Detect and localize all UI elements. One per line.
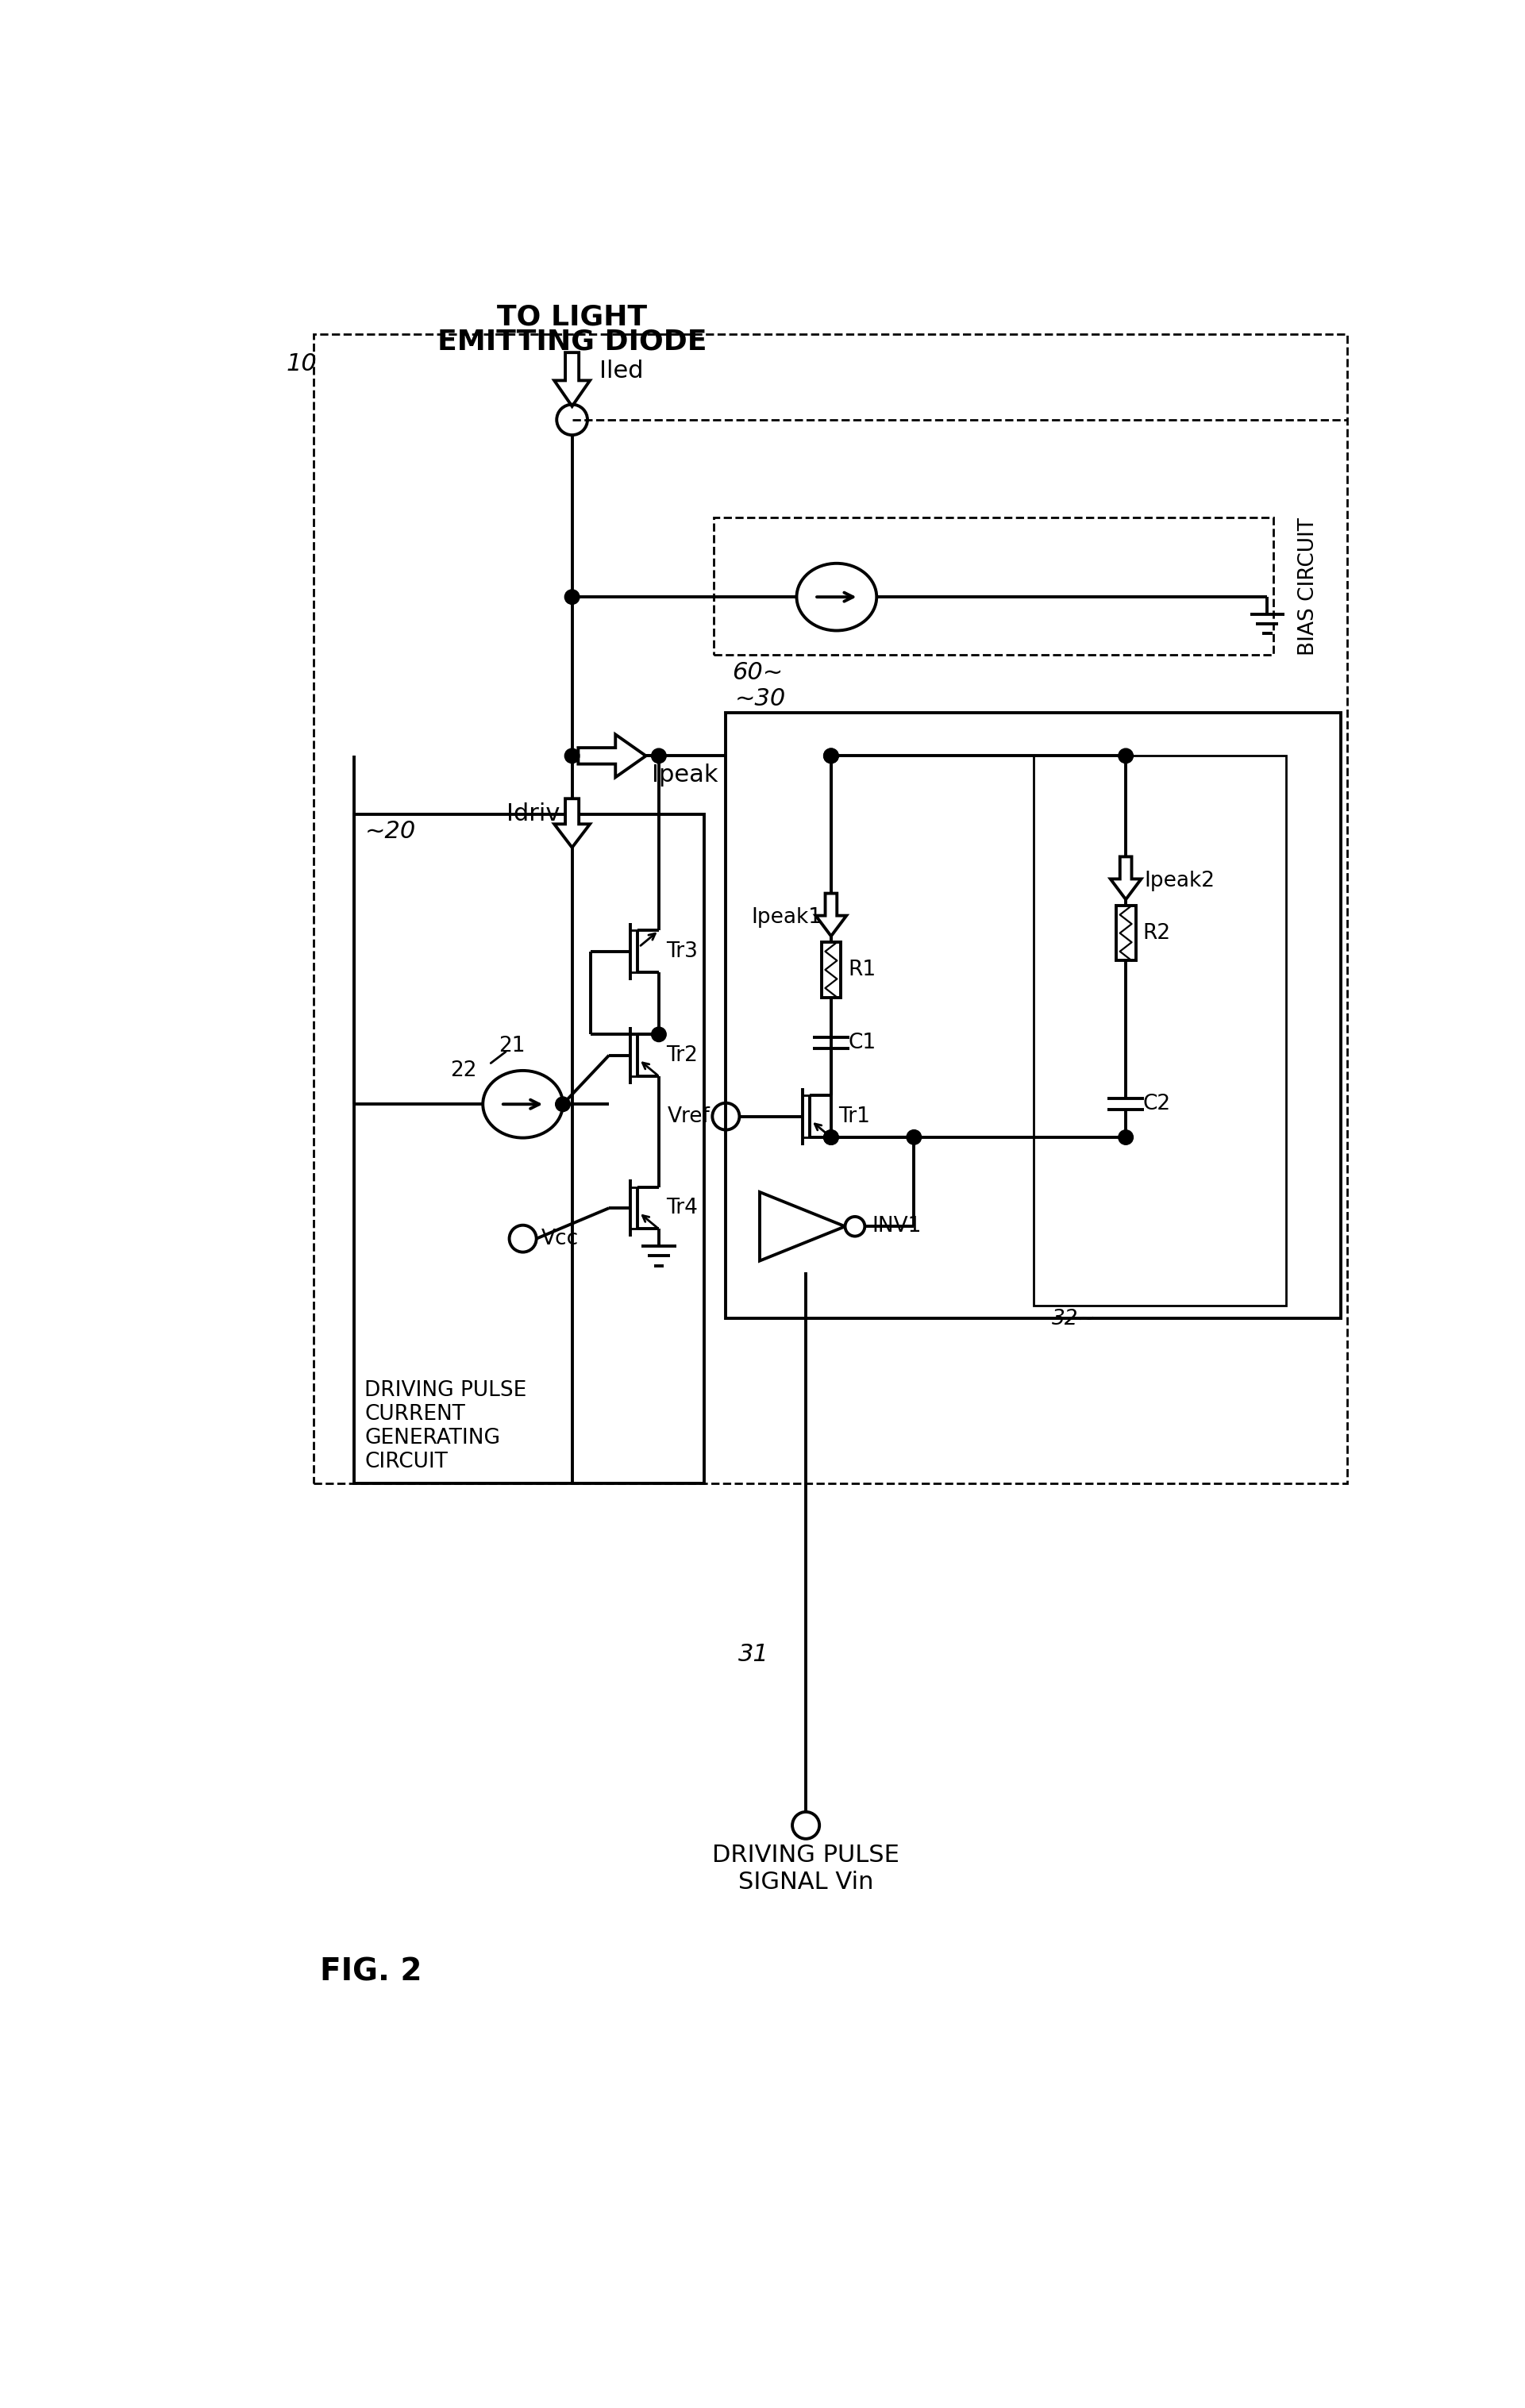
Text: Tr1: Tr1: [839, 1105, 871, 1127]
Text: 32~: 32~: [1052, 1310, 1096, 1329]
Bar: [714, 518, 1273, 655]
Text: 22: 22: [450, 1060, 477, 1081]
Circle shape: [845, 1216, 865, 1235]
Bar: [726, 713, 1340, 1317]
Bar: [1116, 905, 1136, 961]
Text: Ipeak2: Ipeak2: [1144, 872, 1215, 891]
Text: INV1: INV1: [872, 1216, 921, 1238]
Text: DRIVING PULSE
SIGNAL Vin: DRIVING PULSE SIGNAL Vin: [712, 1845, 900, 1893]
Text: Iled: Iled: [599, 359, 644, 383]
Bar: [314, 335, 1347, 1483]
Bar: [1034, 756, 1286, 1305]
Text: C1: C1: [848, 1033, 877, 1052]
Text: ~20: ~20: [364, 821, 416, 843]
Text: Idriv: Idriv: [506, 802, 560, 826]
Circle shape: [651, 1028, 666, 1043]
Circle shape: [824, 1129, 839, 1144]
Text: Vref: Vref: [668, 1105, 711, 1127]
Circle shape: [906, 1129, 921, 1144]
Circle shape: [824, 749, 839, 763]
Circle shape: [564, 590, 580, 604]
Text: Ipeak1: Ipeak1: [752, 908, 822, 927]
Polygon shape: [578, 734, 647, 778]
Text: C2: C2: [1144, 1093, 1171, 1115]
Circle shape: [651, 749, 666, 763]
Text: Tr3: Tr3: [666, 942, 698, 961]
Text: FIG. 2: FIG. 2: [320, 1958, 422, 1987]
Circle shape: [824, 1129, 839, 1144]
Text: DRIVING PULSE
CURRENT
GENERATING
CIRCUIT: DRIVING PULSE CURRENT GENERATING CIRCUIT: [364, 1380, 526, 1471]
Text: R2: R2: [1144, 922, 1171, 944]
Text: ~30: ~30: [735, 686, 785, 710]
Text: R1: R1: [848, 958, 877, 980]
Text: Tr4: Tr4: [666, 1197, 698, 1218]
Text: 60~: 60~: [732, 662, 782, 684]
Circle shape: [1118, 749, 1133, 763]
Circle shape: [555, 1098, 570, 1112]
Polygon shape: [1110, 857, 1141, 901]
Text: Tr2: Tr2: [666, 1045, 698, 1067]
Text: Vcc: Vcc: [541, 1228, 580, 1250]
Text: EMITTING DIODE: EMITTING DIODE: [438, 327, 706, 354]
Text: Ipeak: Ipeak: [653, 763, 718, 785]
Text: BIAS CIRCUIT: BIAS CIRCUIT: [1298, 518, 1319, 655]
Bar: [822, 942, 840, 997]
Text: 21: 21: [499, 1035, 525, 1057]
Ellipse shape: [796, 563, 877, 631]
Text: 10: 10: [287, 352, 317, 376]
Circle shape: [1118, 1129, 1133, 1144]
Circle shape: [564, 749, 580, 763]
Polygon shape: [759, 1192, 845, 1262]
Text: 31: 31: [738, 1642, 769, 1666]
Text: TO LIGHT: TO LIGHT: [497, 303, 647, 330]
Polygon shape: [554, 352, 590, 407]
Ellipse shape: [483, 1072, 563, 1139]
Circle shape: [824, 749, 839, 763]
Polygon shape: [554, 799, 590, 848]
Bar: [354, 814, 705, 1483]
Polygon shape: [816, 893, 846, 937]
